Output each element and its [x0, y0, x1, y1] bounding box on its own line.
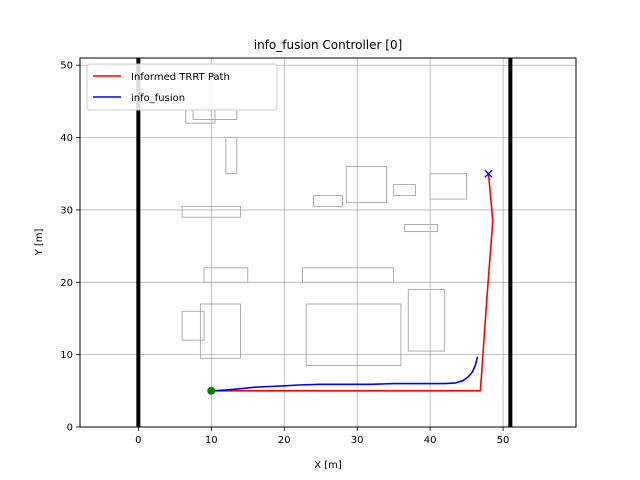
legend-label-0: Informed TRRT Path	[131, 72, 230, 83]
legend-box	[86, 63, 278, 111]
legend: Informed TRRT Path info_fusion	[86, 63, 278, 111]
x-tick-label-30: 30	[351, 435, 364, 446]
map-walls	[136, 58, 513, 427]
marker-layer	[207, 169, 493, 395]
axis-ticks: 0 10 20 30 40 50 0 10 20 30 40 50	[60, 61, 509, 446]
obstacle-7	[393, 184, 416, 196]
y-tick-label-20: 20	[60, 278, 73, 289]
legend-label-1: info_fusion	[131, 93, 185, 104]
x-tick-label-20: 20	[278, 435, 291, 446]
series-line-1	[211, 356, 479, 392]
y-tick-label-40: 40	[60, 133, 73, 144]
series-layer	[211, 173, 494, 392]
start-marker	[207, 386, 216, 395]
series-line-0	[211, 173, 494, 392]
goal-marker	[484, 169, 493, 178]
y-axis-label: Y [m]	[34, 228, 45, 256]
y-tick-label-10: 10	[60, 350, 73, 361]
x-tick-label-50: 50	[497, 435, 510, 446]
obstacle-14	[404, 224, 438, 233]
obstacle-5	[313, 195, 343, 207]
obstacle-4	[345, 166, 387, 204]
obstacle-9	[305, 303, 402, 366]
x-tick-label-10: 10	[205, 435, 218, 446]
obstacle-11	[199, 303, 241, 359]
y-tick-label-0: 0	[67, 423, 73, 434]
y-tick-label-30: 30	[60, 205, 73, 216]
x-tick-label-0: 0	[135, 435, 141, 446]
obstacle-10	[407, 289, 446, 352]
x-tick-label-40: 40	[424, 435, 437, 446]
x-axis-label: X [m]	[314, 460, 342, 471]
y-tick-label-50: 50	[60, 61, 73, 72]
obstacle-13	[181, 310, 205, 341]
chart-title: info_fusion Controller [0]	[254, 38, 403, 52]
plot-frame	[79, 57, 577, 428]
